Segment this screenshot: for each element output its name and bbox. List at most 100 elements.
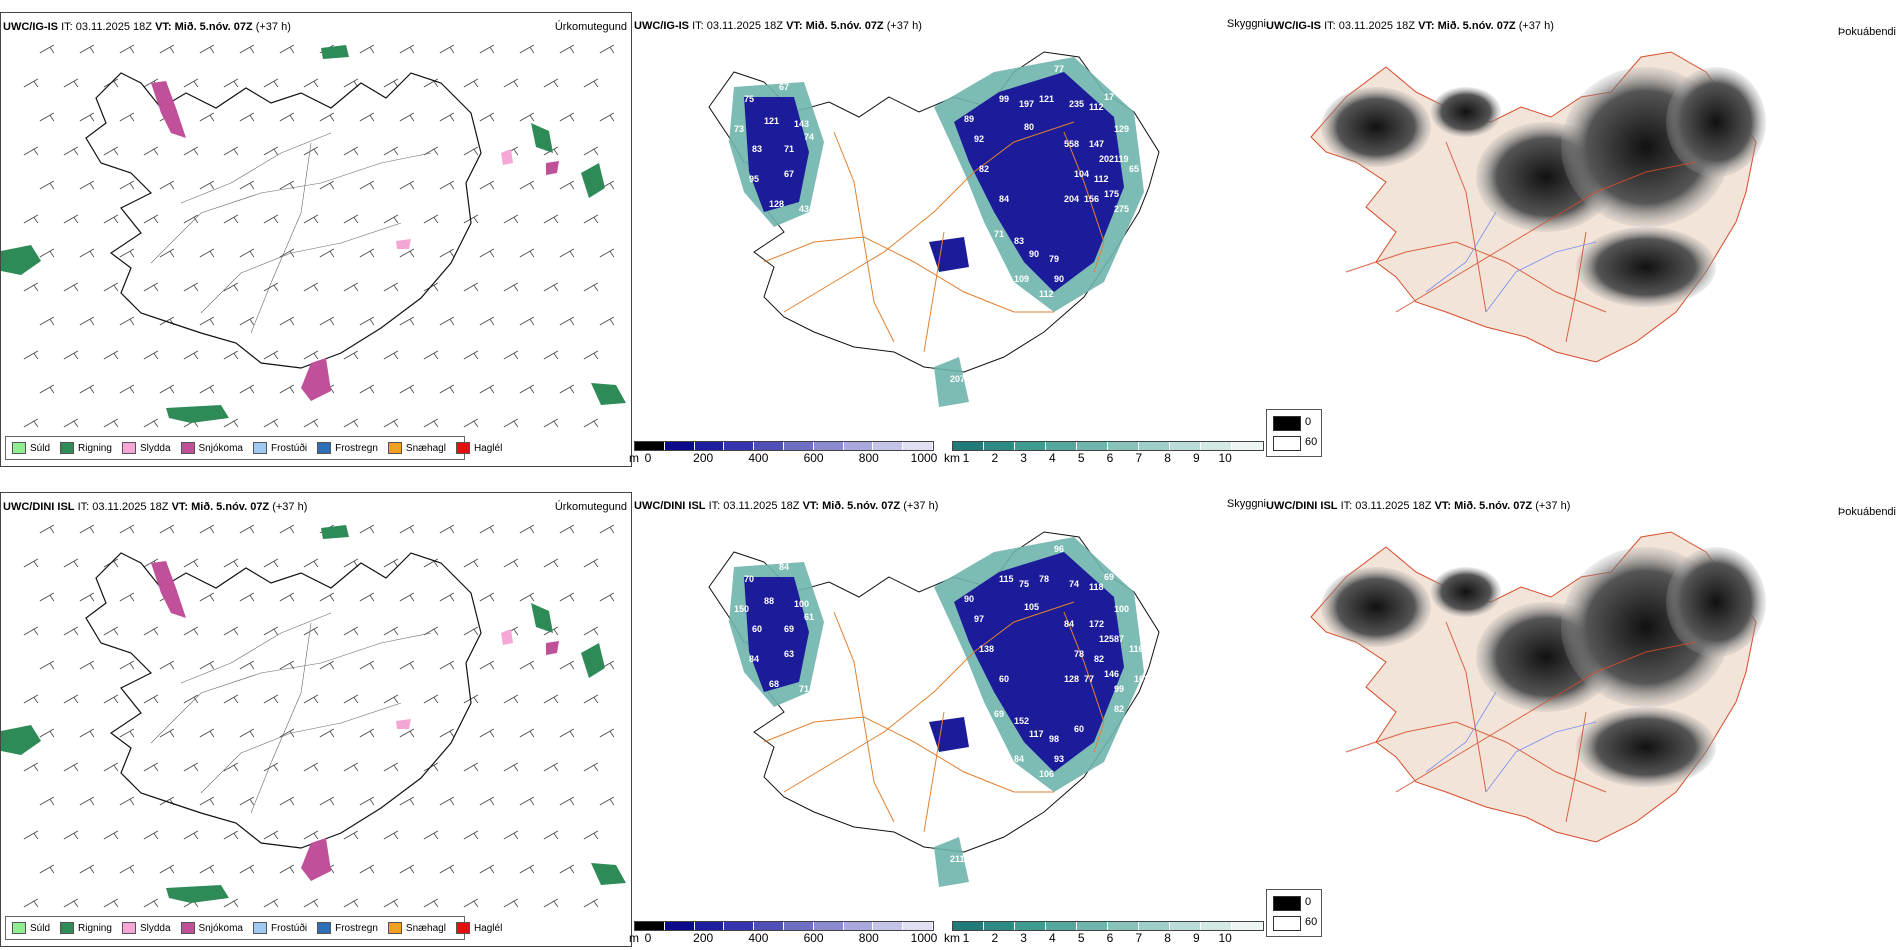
visibility-label: 78 — [1074, 649, 1084, 659]
wind-barb — [439, 384, 455, 394]
wind-barb — [359, 592, 375, 602]
panel-header: UWC/IG-IS IT: 03.11.2025 18Z VT: Mið. 5.… — [634, 18, 1266, 36]
wind-barb — [423, 694, 439, 704]
colorbar-tick: 6 — [1106, 451, 1114, 465]
wind-barb — [183, 214, 199, 224]
wind-barb — [303, 214, 319, 224]
wind-barb — [479, 248, 495, 258]
wind-barb — [279, 524, 295, 534]
wind-barb — [399, 180, 415, 190]
wind-barb — [103, 214, 119, 224]
colorbar-tick: 400 — [748, 931, 769, 945]
wind-barb — [399, 316, 415, 326]
wind-barb — [199, 524, 215, 534]
wind-barb — [263, 418, 279, 428]
visibility-label: 69 — [784, 624, 794, 634]
roads — [763, 601, 1105, 833]
visibility-label: 150 — [734, 604, 749, 614]
colorbar-tick: 5 — [1077, 451, 1085, 465]
wind-barb — [143, 762, 159, 772]
precip-type-panel: UWC/IG-IS IT: 03.11.2025 18Z VT: Mið. 5.… — [0, 12, 632, 467]
vt-label: VT: — [171, 501, 189, 513]
roads — [1345, 141, 1697, 343]
visibility-unit: km — [944, 451, 960, 465]
wind-barb — [503, 418, 519, 428]
wind-barb — [23, 78, 39, 88]
wind-barb — [439, 112, 455, 122]
colorbar-tick: 200 — [693, 931, 714, 945]
height-unit: m — [629, 931, 639, 945]
visibility-label: 128 — [1064, 674, 1079, 684]
colorbar-tick: 0 — [644, 451, 652, 465]
lead-time: (+37 h) — [1518, 20, 1554, 32]
wind-barb — [279, 112, 295, 122]
wind-barb — [119, 384, 135, 394]
colorbar-segment — [1108, 922, 1139, 930]
wind-barb — [279, 796, 295, 806]
wind-barb — [503, 558, 519, 568]
visibility-label: 99 — [999, 94, 1009, 104]
wind-barb — [559, 524, 575, 534]
wind-barb — [263, 78, 279, 88]
legend-item: Súld — [12, 922, 50, 934]
colorbar-segment — [953, 922, 984, 930]
wind-barb — [543, 78, 559, 88]
colorbar-segment — [1046, 922, 1077, 930]
wind-barb — [383, 694, 399, 704]
visibility-label: 82 — [1094, 654, 1104, 664]
wind-barb — [519, 796, 535, 806]
legend-label: Frostúði — [270, 922, 308, 934]
visibility-label: 96 — [1054, 544, 1064, 554]
visibility-colorbar: km 1 2 3 4 5 6 7 8 9 10 — [944, 441, 1264, 465]
visibility-label: 121 — [1039, 94, 1054, 104]
precip-legend: Súld Rigning Slydda Snjókoma Frostúði Frostre… — [5, 916, 502, 940]
wind-barb — [399, 112, 415, 122]
wind-barb — [463, 282, 479, 292]
wind-barb — [399, 384, 415, 394]
colorbar-segment — [1077, 442, 1108, 450]
visibility-label: 71 — [784, 144, 794, 154]
wind-barb — [559, 592, 575, 602]
precip-areas — [1, 525, 626, 903]
lead-time: (+37 h) — [255, 21, 291, 33]
wind-barb — [159, 248, 175, 258]
wind-barb — [479, 592, 495, 602]
colorbar-tick: 600 — [803, 931, 824, 945]
legend-swatch — [180, 442, 195, 454]
wind-barb — [23, 898, 39, 908]
wind-barb — [63, 350, 79, 360]
wind-barb — [343, 558, 359, 568]
vt-label: VT: — [786, 20, 803, 32]
wind-barb — [383, 762, 399, 772]
wind-barb — [263, 694, 279, 704]
colorbar-segment — [724, 922, 755, 930]
wind-barb — [263, 558, 279, 568]
wind-barb — [583, 830, 599, 840]
legend-label: Rigning — [78, 922, 112, 934]
iceland-outline — [85, 72, 482, 369]
height-unit: m — [629, 451, 639, 465]
wind-barb — [103, 898, 119, 908]
wind-barb — [63, 78, 79, 88]
visibility-label: 79 — [1049, 254, 1059, 264]
wind-barb — [79, 180, 95, 190]
wind-barb — [23, 558, 39, 568]
wind-barb — [383, 898, 399, 908]
visibility-label: 68 — [964, 224, 974, 234]
legend-label: Snæhagl — [405, 922, 446, 934]
visibility-label: 118 — [1089, 582, 1104, 592]
wind-barb — [383, 78, 399, 88]
visibility-label: 74 — [1069, 579, 1079, 589]
wind-barb — [519, 112, 535, 122]
wind-barb — [599, 248, 615, 258]
visibility-label: 115 — [999, 574, 1014, 584]
legend-label: Snjókoma — [198, 922, 243, 934]
wind-barb — [599, 44, 615, 54]
wind-barb — [359, 112, 375, 122]
wind-barb — [423, 418, 439, 428]
wind-barb — [223, 694, 239, 704]
wind-barb — [343, 694, 359, 704]
visibility-label: 70 — [744, 574, 754, 584]
wind-barb — [63, 418, 79, 428]
colorbar-segment — [1170, 442, 1201, 450]
